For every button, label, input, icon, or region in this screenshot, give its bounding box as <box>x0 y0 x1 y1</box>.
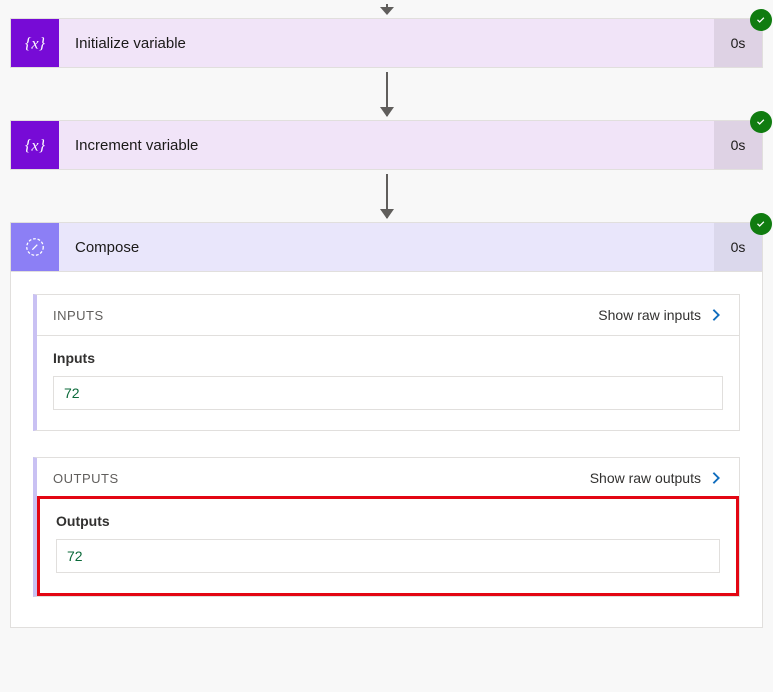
inputs-panel-body: Inputs 72 <box>37 336 739 430</box>
outputs-panel-header: OUTPUTS Show raw outputs <box>37 458 739 499</box>
status-success-icon <box>750 9 772 31</box>
inputs-field-value: 72 <box>53 376 723 410</box>
step-title: Initialize variable <box>59 19 714 67</box>
show-raw-inputs-link[interactable]: Show raw inputs <box>598 307 723 323</box>
step-initialize-variable[interactable]: {x} Initialize variable 0s <box>10 18 763 68</box>
step-header[interactable]: Compose 0s <box>11 223 762 271</box>
step-header[interactable]: {x} Initialize variable 0s <box>11 19 762 67</box>
show-raw-outputs-link[interactable]: Show raw outputs <box>590 470 723 486</box>
compose-body: INPUTS Show raw inputs Inputs 72 OUTP <box>11 271 762 627</box>
chevron-right-icon <box>709 308 723 322</box>
show-raw-outputs-label: Show raw outputs <box>590 470 701 486</box>
step-increment-variable[interactable]: {x} Increment variable 0s <box>10 120 763 170</box>
svg-text:{x}: {x} <box>25 136 46 154</box>
outputs-highlight-box: Outputs 72 <box>37 496 739 596</box>
flow-connector <box>386 72 388 116</box>
chevron-right-icon <box>709 471 723 485</box>
svg-text:{x}: {x} <box>25 34 46 52</box>
step-header[interactable]: {x} Increment variable 0s <box>11 121 762 169</box>
inputs-panel-title: INPUTS <box>53 308 104 323</box>
step-compose[interactable]: Compose 0s INPUTS Show raw inputs Inputs <box>10 222 763 628</box>
variable-icon: {x} <box>11 121 59 169</box>
variable-icon: {x} <box>11 19 59 67</box>
compose-icon <box>11 223 59 271</box>
status-success-icon <box>750 213 772 235</box>
step-title: Compose <box>59 223 714 271</box>
show-raw-inputs-label: Show raw inputs <box>598 307 701 323</box>
flow-connector <box>386 174 388 218</box>
inputs-panel: INPUTS Show raw inputs Inputs 72 <box>33 294 740 431</box>
outputs-field-label: Outputs <box>56 513 720 529</box>
inputs-field-label: Inputs <box>53 350 723 366</box>
status-success-icon <box>750 111 772 133</box>
inputs-panel-header: INPUTS Show raw inputs <box>37 295 739 336</box>
outputs-panel-title: OUTPUTS <box>53 471 119 486</box>
outputs-field-value: 72 <box>56 539 720 573</box>
flow-connector <box>386 4 388 14</box>
flow-container: {x} Initialize variable 0s {x} Increment… <box>10 10 763 628</box>
step-title: Increment variable <box>59 121 714 169</box>
outputs-panel: OUTPUTS Show raw outputs Outputs 72 <box>33 457 740 597</box>
